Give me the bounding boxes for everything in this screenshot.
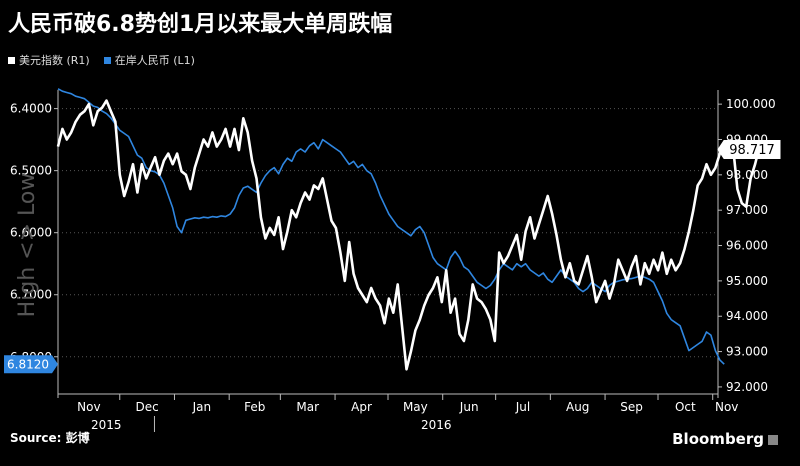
month-label-11: Oct bbox=[675, 400, 696, 414]
left-axis-side-label: High <> Low bbox=[15, 173, 40, 318]
left-tick-label-3: 6.7000 bbox=[10, 288, 52, 302]
chart-title: 人民币破6.8势创1月以来最大单周跌幅 bbox=[8, 12, 393, 37]
brand-logo: Bloomberg bbox=[672, 430, 764, 448]
source-note: Source: 彭博 bbox=[10, 431, 90, 445]
year-label-0: 2015 bbox=[91, 418, 122, 432]
right-tick-label-8: 92.000 bbox=[726, 380, 768, 394]
right-tick-label-6: 94.000 bbox=[726, 309, 768, 323]
left-tick-label-1: 6.5000 bbox=[10, 164, 52, 178]
legend-item-usd: 美元指数 (R1) bbox=[8, 52, 90, 68]
legend-item-cny: 在岸人民币 (L1) bbox=[103, 52, 195, 68]
month-label-0: Nov bbox=[77, 400, 100, 414]
legend-swatch-usd bbox=[8, 56, 15, 64]
left-tick-label-2: 6.6000 bbox=[10, 226, 52, 240]
month-label-7: Jun bbox=[459, 400, 479, 414]
last-value-box-cny bbox=[4, 355, 58, 374]
year-label-1: 2016 bbox=[421, 418, 452, 432]
month-label-6: May bbox=[403, 400, 428, 414]
brand-badge-icon bbox=[768, 435, 778, 445]
right-tick-label-3: 97.000 bbox=[726, 203, 768, 217]
last-value-label-cny: 6.8120 bbox=[7, 358, 49, 372]
month-label-5: Apr bbox=[351, 400, 372, 414]
series-line-usd-index bbox=[56, 99, 765, 371]
series-line-cny bbox=[57, 88, 725, 365]
legend-label-cny: 在岸人民币 (L1) bbox=[114, 54, 195, 67]
month-label-10: Sep bbox=[620, 400, 643, 414]
right-tick-label-4: 96.000 bbox=[726, 239, 768, 253]
last-value-label-usd: 98.717 bbox=[729, 143, 775, 158]
month-label-4: Mar bbox=[296, 400, 319, 414]
month-label-3: Feb bbox=[244, 400, 265, 414]
month-label-9: Aug bbox=[566, 400, 589, 414]
right-tick-label-5: 95.000 bbox=[726, 274, 768, 288]
month-label-12: Nov bbox=[715, 400, 738, 414]
legend-swatch-cny bbox=[103, 56, 111, 64]
left-tick-label-0: 6.4000 bbox=[10, 102, 52, 116]
legend: 美元指数 (R1) 在岸人民币 (L1) bbox=[8, 52, 203, 68]
right-tick-label-0: 100.000 bbox=[726, 97, 776, 111]
month-label-8: Jul bbox=[515, 400, 530, 414]
right-tick-label-2: 98.000 bbox=[726, 168, 768, 182]
right-tick-label-7: 93.000 bbox=[726, 345, 768, 359]
legend-label-usd: 美元指数 (R1) bbox=[19, 54, 90, 67]
last-value-box-usd bbox=[717, 139, 781, 159]
month-label-1: Dec bbox=[136, 400, 159, 414]
month-label-2: Jan bbox=[192, 400, 212, 414]
